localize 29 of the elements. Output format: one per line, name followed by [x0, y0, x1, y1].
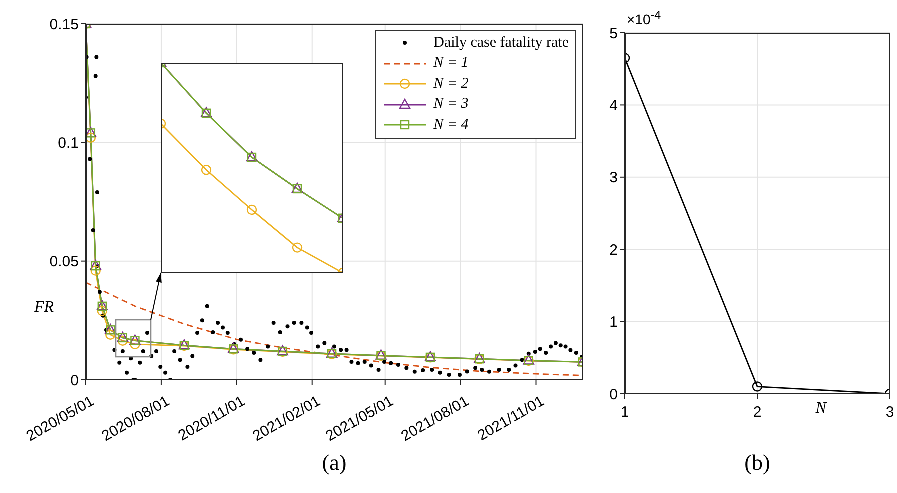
y-tick-label: 0.15	[50, 16, 79, 34]
y-tick-label: 1	[610, 314, 618, 332]
text: (a)	[321, 450, 348, 476]
point	[97, 306, 108, 316]
x-axis-title: N	[816, 400, 826, 418]
legend-label: Daily case fatality rate	[434, 34, 569, 52]
y-tick-label: 0	[610, 386, 618, 404]
point	[106, 330, 116, 340]
legend-label: N = 4	[434, 116, 469, 134]
x-tick-label: 1	[620, 404, 630, 421]
point	[118, 336, 128, 346]
y-tick-label: 0.05	[50, 254, 79, 271]
y-axis-title: FR	[33, 298, 54, 317]
point	[86, 132, 96, 144]
y-tick-label: 5	[610, 25, 618, 42]
x-tick-label: 3	[886, 404, 894, 421]
text: (b)	[744, 450, 772, 476]
legend-label: N = 2	[434, 76, 469, 93]
legend-label: N = 1	[434, 55, 469, 72]
y-tick-label: 2	[610, 242, 618, 259]
y-tick-label: 3	[610, 170, 618, 187]
y-tick-label: 0	[70, 372, 79, 390]
y-tick-label: 0.1	[58, 134, 79, 152]
y-tick-label: 4	[610, 98, 618, 115]
x-tick-label: 2	[753, 404, 762, 421]
point	[130, 339, 140, 350]
legend-label: N = 3	[434, 96, 469, 114]
text: ×10$^{-4}$	[627, 9, 662, 28]
point	[90, 266, 101, 276]
